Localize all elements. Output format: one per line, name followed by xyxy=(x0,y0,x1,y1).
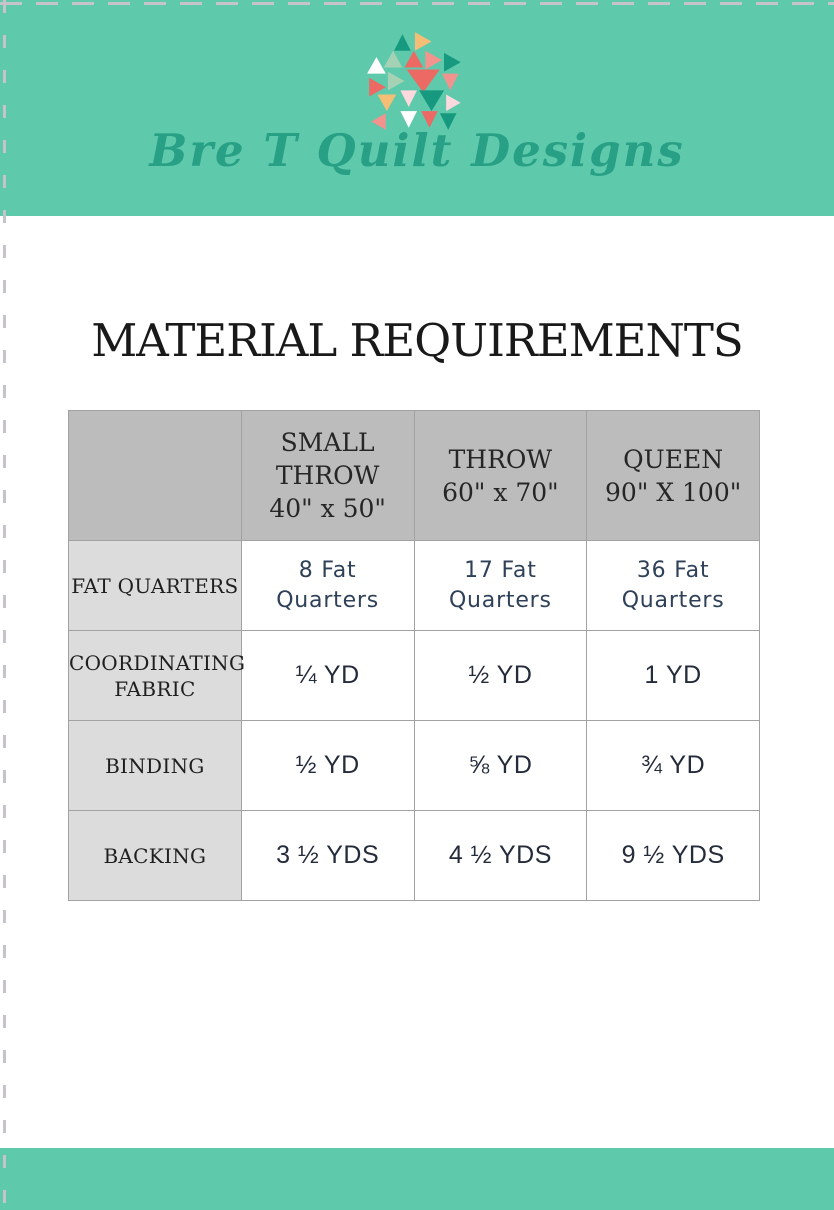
col-header-throw: THROW 60" x 70" xyxy=(413,410,588,541)
cell-binding-queen: ¾ YD xyxy=(586,720,760,811)
cell-backing-small-throw: 3 ½ YDS xyxy=(240,810,415,901)
footer-band xyxy=(0,1148,834,1210)
row-label-fat-quarters: FAT QUARTERS xyxy=(68,540,242,631)
row-label-binding: BINDING xyxy=(68,720,242,811)
table-row-binding: BINDING ½ YD ⅝ YD ¾ YD xyxy=(68,720,760,811)
cell-coordinating-queen: 1 YD xyxy=(586,630,760,721)
material-requirements-table: SMALL THROW 40" x 50" THROW 60" x 70" QU… xyxy=(68,410,760,901)
table-row-coordinating-fabric: COORDINATING FABRIC ¼ YD ½ YD 1 YD xyxy=(68,630,760,721)
col-header-queen: QUEEN 90" X 100" xyxy=(586,410,760,541)
logo-container xyxy=(0,30,834,134)
top-cut-line xyxy=(0,2,834,5)
cell-backing-throw: 4 ½ YDS xyxy=(413,810,588,901)
cell-fat-quarters-small-throw: 8 Fat Quarters xyxy=(240,540,415,631)
cell-backing-queen: 9 ½ YDS xyxy=(586,810,760,901)
header-band: Bre T Quilt Designs xyxy=(0,0,834,216)
cell-fat-quarters-throw: 17 Fat Quarters xyxy=(413,540,588,631)
row-label-backing: BACKING xyxy=(68,810,242,901)
brand-name: Bre T Quilt Designs xyxy=(149,124,685,177)
cell-coordinating-small-throw: ¼ YD xyxy=(240,630,415,721)
table-row-backing: BACKING 3 ½ YDS 4 ½ YDS 9 ½ YDS xyxy=(68,810,760,901)
pinwheel-quilt-logo-icon xyxy=(367,32,461,130)
cell-binding-throw: ⅝ YD xyxy=(413,720,588,811)
cell-fat-quarters-queen: 36 Fat Quarters xyxy=(586,540,760,631)
cell-coordinating-throw: ½ YD xyxy=(413,630,588,721)
page-title: MATERIAL REQUIREMENTS xyxy=(91,314,744,367)
table-header-row: SMALL THROW 40" x 50" THROW 60" x 70" QU… xyxy=(68,410,760,541)
cell-binding-small-throw: ½ YD xyxy=(240,720,415,811)
table-row-fat-quarters: FAT QUARTERS 8 Fat Quarters 17 Fat Quart… xyxy=(68,540,760,631)
row-label-coordinating-fabric: COORDINATING FABRIC xyxy=(68,630,245,721)
col-header-small-throw: SMALL THROW 40" x 50" xyxy=(240,410,415,541)
left-cut-line xyxy=(3,0,6,1210)
corner-header-cell xyxy=(68,410,242,541)
